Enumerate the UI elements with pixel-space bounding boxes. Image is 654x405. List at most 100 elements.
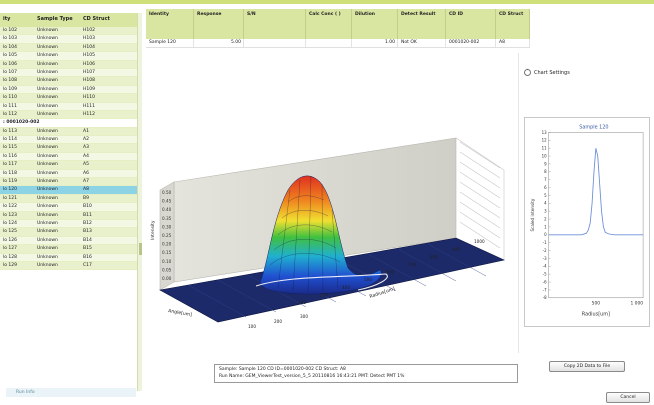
header-dilution[interactable]: Dilution — [352, 9, 398, 39]
side-y-tick-label: 1 — [544, 224, 547, 229]
z-tick-label: 0.10 — [162, 259, 172, 264]
sample-row[interactable]: lo 108 Unknown H108 — [0, 77, 138, 86]
cell-id: lo 129 — [3, 262, 18, 268]
cell-type: Unknown — [37, 204, 58, 210]
cell-id: lo 113 — [3, 128, 18, 134]
cell-type: Unknown — [37, 44, 58, 50]
sample-list-scrollbar[interactable] — [137, 13, 142, 391]
sample-row[interactable]: lo 115 Unknown A3 — [0, 144, 138, 153]
cell-id: lo 124 — [3, 220, 18, 226]
x-tick-label: 1000 — [474, 239, 485, 244]
sample-row[interactable]: lo 129 Unknown C17 — [0, 261, 138, 271]
sample-row[interactable]: lo 116 Unknown A4 — [0, 152, 138, 162]
x-tick-label: 800 — [430, 254, 438, 259]
sample-row[interactable]: lo 106 Unknown H106 — [0, 60, 138, 69]
x-tick-label: 900 — [452, 247, 460, 252]
expand-icon[interactable]: ˅ — [524, 69, 531, 76]
sample-row[interactable]: lo 114 Unknown A2 — [0, 136, 138, 145]
cell-type: Unknown — [37, 195, 58, 201]
side-chart-title: Sample 120 — [579, 125, 608, 131]
header-cd-id[interactable]: CD ID — [446, 9, 496, 39]
x-axis-ticks: 200 300 400 500 600 700 800 900 1000 — [298, 239, 485, 305]
y-tick-label: 100 — [248, 324, 256, 329]
sample-row[interactable]: lo 107 Unknown H107 — [0, 68, 138, 78]
cell-id: lo 121 — [3, 195, 18, 201]
y-axis-ticks: 100 200 300 — [248, 314, 308, 329]
cell-type: Unknown — [37, 220, 58, 226]
copy-2d-data-button[interactable]: Copy 2D Data to File — [549, 361, 625, 372]
sample-row[interactable]: lo 117 Unknown A5 — [0, 161, 138, 170]
cell-id: lo 108 — [3, 78, 18, 84]
cell-type: Unknown — [37, 162, 58, 168]
header-sample-type[interactable]: Sample Type — [37, 16, 73, 22]
header-cd-struct[interactable]: CD Struct — [83, 16, 110, 22]
sample-row[interactable]: lo 105 Unknown H105 — [0, 52, 138, 61]
header-identity[interactable]: Identity — [146, 9, 194, 39]
result-table-row[interactable]: Sample 120 5.00 1.00 Not OK 0001020-002 … — [146, 39, 530, 48]
sample-row[interactable]: lo 109 Unknown H109 — [0, 85, 138, 95]
x-tick-label: 500 — [364, 277, 372, 282]
sample-row[interactable]: lo 112 Unknown H112 — [0, 110, 138, 120]
cell-type: Unknown — [37, 69, 58, 75]
sample-row[interactable]: lo 119 Unknown A7 — [0, 178, 138, 187]
surface-chart[interactable]: 0.50 0.45 0.40 0.35 0.30 0.25 0.20 0.15 0.10 0.05… — [148, 90, 518, 340]
sample-row[interactable]: lo 102 Unknown H102 — [0, 27, 138, 36]
header-sn[interactable]: S/N — [244, 9, 306, 39]
z-tick-label: 0.35 — [162, 216, 172, 221]
sample-row[interactable]: lo 121 Unknown B9 — [0, 194, 138, 204]
sample-list-header: ity Sample Type CD Struct — [0, 13, 138, 27]
cell-struct: H109 — [83, 86, 95, 92]
cell-id: lo 122 — [3, 204, 18, 210]
sample-row[interactable]: lo 110 Unknown H110 — [0, 94, 138, 103]
header-identity[interactable]: ity — [3, 16, 11, 22]
chart-settings-label[interactable]: Chart Settings — [534, 69, 570, 76]
side-y-tick-label: 7 — [544, 177, 547, 182]
z-tick-label: 0.40 — [162, 207, 172, 212]
chart-settings-toggle[interactable]: ˅ Chart Settings — [524, 69, 570, 76]
sample-row[interactable]: lo 122 Unknown B10 — [0, 203, 138, 212]
radial-profile-chart[interactable]: Sample 120 131211109876543210-1-2-3-4-5-… — [524, 117, 650, 327]
z-tick-label: 0.15 — [162, 250, 172, 255]
result-table-header: Identity Response S/N Calc Conc ( ) Dilu… — [146, 9, 530, 39]
cell-cd-id: 0001020-002 — [446, 39, 496, 47]
header-detect-result[interactable]: Detect Result — [398, 9, 446, 39]
cell-struct: A5 — [83, 162, 89, 168]
sample-row[interactable]: lo 128 Unknown B16 — [0, 253, 138, 262]
cell-id: lo 114 — [3, 137, 18, 143]
side-y-tick-label: 9 — [544, 161, 547, 166]
cell-id: lo 103 — [3, 36, 18, 42]
sample-row[interactable]: lo 123 Unknown B11 — [0, 211, 138, 220]
sample-row[interactable]: lo 124 Unknown B12 — [0, 219, 138, 229]
header-response[interactable]: Response — [194, 9, 244, 39]
run-info-tab[interactable]: Run Info — [6, 388, 136, 397]
sample-row[interactable]: lo 111 Unknown H111 — [0, 102, 138, 111]
header-cd-struct[interactable]: CD Struct — [496, 9, 530, 39]
sample-list-panel: ity Sample Type CD Struct lo 102 Unknown H… — [0, 6, 142, 405]
sample-row[interactable]: lo 104 Unknown H104 — [0, 43, 138, 53]
cell-dilution: 1.00 — [352, 39, 398, 47]
cell-struct: B15 — [83, 246, 92, 252]
cell-struct: B11 — [83, 212, 92, 218]
cell-response: 5.00 — [194, 39, 244, 47]
top-accent-bar — [0, 0, 654, 4]
sample-row[interactable]: lo 113 Unknown A1 — [0, 127, 138, 137]
group-row[interactable]: : 0001020-002 — [0, 119, 138, 128]
header-calc-conc[interactable]: Calc Conc ( ) — [306, 9, 352, 39]
sample-row[interactable]: lo 103 Unknown H103 — [0, 35, 138, 44]
cell-type: Unknown — [37, 28, 58, 33]
sample-row[interactable]: lo 127 Unknown B15 — [0, 245, 138, 254]
sample-row[interactable]: lo 126 Unknown B14 — [0, 236, 138, 246]
sample-row[interactable]: lo 120 Unknown A8 — [0, 186, 138, 195]
sample-row[interactable]: lo 125 Unknown B13 — [0, 228, 138, 237]
cell-type: Unknown — [37, 153, 58, 159]
sample-row[interactable]: lo 118 Unknown A6 — [0, 169, 138, 179]
scrollbar-thumb[interactable] — [139, 243, 142, 255]
z-tick-label: 0.20 — [162, 242, 172, 247]
side-y-tick-label: 3 — [544, 209, 547, 214]
cell-id: lo 117 — [3, 162, 18, 168]
z-tick-label: 0.45 — [162, 199, 172, 204]
cancel-button[interactable]: Cancel — [606, 392, 650, 403]
side-y-tick-label: 5 — [544, 193, 547, 198]
cell-type: Unknown — [37, 237, 58, 243]
cell-struct: A1 — [83, 128, 89, 134]
